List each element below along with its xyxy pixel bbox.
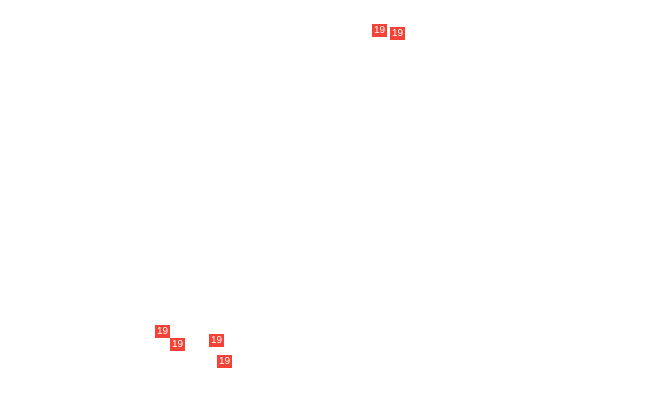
map-marker-cluster[interactable]: 19 <box>372 24 388 37</box>
map-marker-cluster[interactable]: 19 <box>155 325 171 338</box>
map-marker-cluster[interactable]: 19 <box>217 355 233 368</box>
map-marker-cluster[interactable]: 19 <box>209 334 225 347</box>
map-marker-cluster[interactable]: 19 <box>170 338 186 351</box>
map-marker-cluster[interactable]: 19 <box>390 27 406 40</box>
